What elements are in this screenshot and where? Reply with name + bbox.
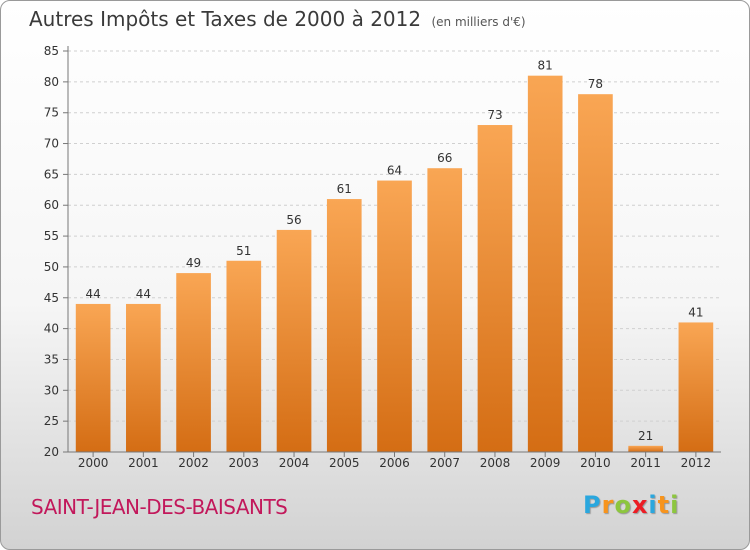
bar-2007 bbox=[427, 168, 463, 452]
y-tick-label: 45 bbox=[44, 291, 59, 305]
commune-name: SAINT-JEAN-DES-BAISANTS bbox=[31, 495, 288, 519]
y-tick-label: 80 bbox=[44, 75, 59, 89]
x-tick-label: 2003 bbox=[229, 456, 260, 470]
bar-value-label: 49 bbox=[186, 256, 201, 270]
bars: 44 44 49 51 56 61 64 66 73 81 78 21 41 bbox=[75, 59, 714, 453]
x-tick-label: 2008 bbox=[480, 456, 511, 470]
logo-letter: r bbox=[601, 491, 615, 519]
x-tick-label: 2004 bbox=[279, 456, 310, 470]
bar-2008 bbox=[477, 125, 513, 453]
bar-2001 bbox=[126, 303, 161, 452]
y-tick-label: 60 bbox=[44, 198, 59, 212]
axes: 20 25 30 35 40 45 50 55 60 65 70 75 80 85 2000 2001 2002… bbox=[44, 44, 721, 470]
y-tick-label: 85 bbox=[44, 44, 59, 58]
chart-title: Autres Impôts et Taxes de 2000 à 2012 bbox=[29, 7, 422, 31]
x-tick-label: 2007 bbox=[429, 456, 460, 470]
bar-value-label: 73 bbox=[487, 108, 502, 122]
x-tick-label: 2001 bbox=[128, 456, 159, 470]
x-tick-label: 2010 bbox=[580, 456, 611, 470]
logo-letter: x bbox=[631, 491, 649, 519]
proxiti-logo[interactable]: Proxiti bbox=[583, 491, 679, 519]
bar-value-label: 44 bbox=[85, 287, 100, 301]
logo-letter: o bbox=[614, 491, 632, 519]
bar-value-label: 51 bbox=[236, 244, 251, 258]
y-tick-label: 30 bbox=[44, 383, 59, 397]
x-tick-label: 2011 bbox=[630, 456, 661, 470]
bar-2009 bbox=[527, 75, 563, 452]
bar-2002 bbox=[176, 273, 211, 452]
x-tick-label: 2012 bbox=[681, 456, 712, 470]
bar-value-label: 66 bbox=[437, 151, 452, 165]
logo-letter: i bbox=[648, 491, 658, 519]
y-tick-label: 65 bbox=[44, 167, 59, 181]
bar-2005 bbox=[326, 199, 362, 452]
bar-2004 bbox=[276, 229, 312, 452]
y-tick-label: 20 bbox=[44, 445, 59, 459]
bar-2006 bbox=[377, 180, 412, 453]
chart-title-block: Autres Impôts et Taxes de 2000 à 2012 (e… bbox=[29, 7, 526, 31]
y-tick-label: 40 bbox=[44, 322, 59, 336]
bar-value-label: 81 bbox=[538, 59, 553, 73]
x-tick-label: 2000 bbox=[78, 456, 109, 470]
logo-letter: P bbox=[583, 491, 602, 519]
chart-subtitle: (en milliers d'€) bbox=[431, 15, 526, 29]
y-tick-label: 50 bbox=[44, 260, 59, 274]
bar-value-label: 78 bbox=[588, 77, 603, 91]
bar-value-label: 41 bbox=[688, 305, 703, 319]
y-tick-label: 55 bbox=[44, 229, 59, 243]
bar-value-label: 56 bbox=[286, 213, 301, 227]
x-tick-label: 2002 bbox=[178, 456, 209, 470]
logo-letter: i bbox=[670, 491, 680, 519]
y-tick-label: 70 bbox=[44, 137, 59, 151]
x-tick-label: 2009 bbox=[530, 456, 561, 470]
bar-2011 bbox=[628, 445, 663, 452]
y-tick-label: 35 bbox=[44, 352, 59, 366]
bar-value-label: 44 bbox=[136, 287, 151, 301]
y-tick-label: 75 bbox=[44, 106, 59, 120]
bar-value-label: 61 bbox=[337, 182, 352, 196]
bar-2003 bbox=[226, 260, 262, 452]
logo-letter: t bbox=[657, 491, 671, 519]
bar-2012 bbox=[678, 322, 714, 452]
x-tick-label: 2006 bbox=[379, 456, 410, 470]
bar-2010 bbox=[578, 94, 613, 452]
x-tick-label: 2005 bbox=[329, 456, 360, 470]
bar-2000 bbox=[75, 303, 111, 452]
y-tick-label: 25 bbox=[44, 414, 59, 428]
bar-value-label: 21 bbox=[638, 429, 653, 443]
bar-value-label: 64 bbox=[387, 164, 402, 178]
